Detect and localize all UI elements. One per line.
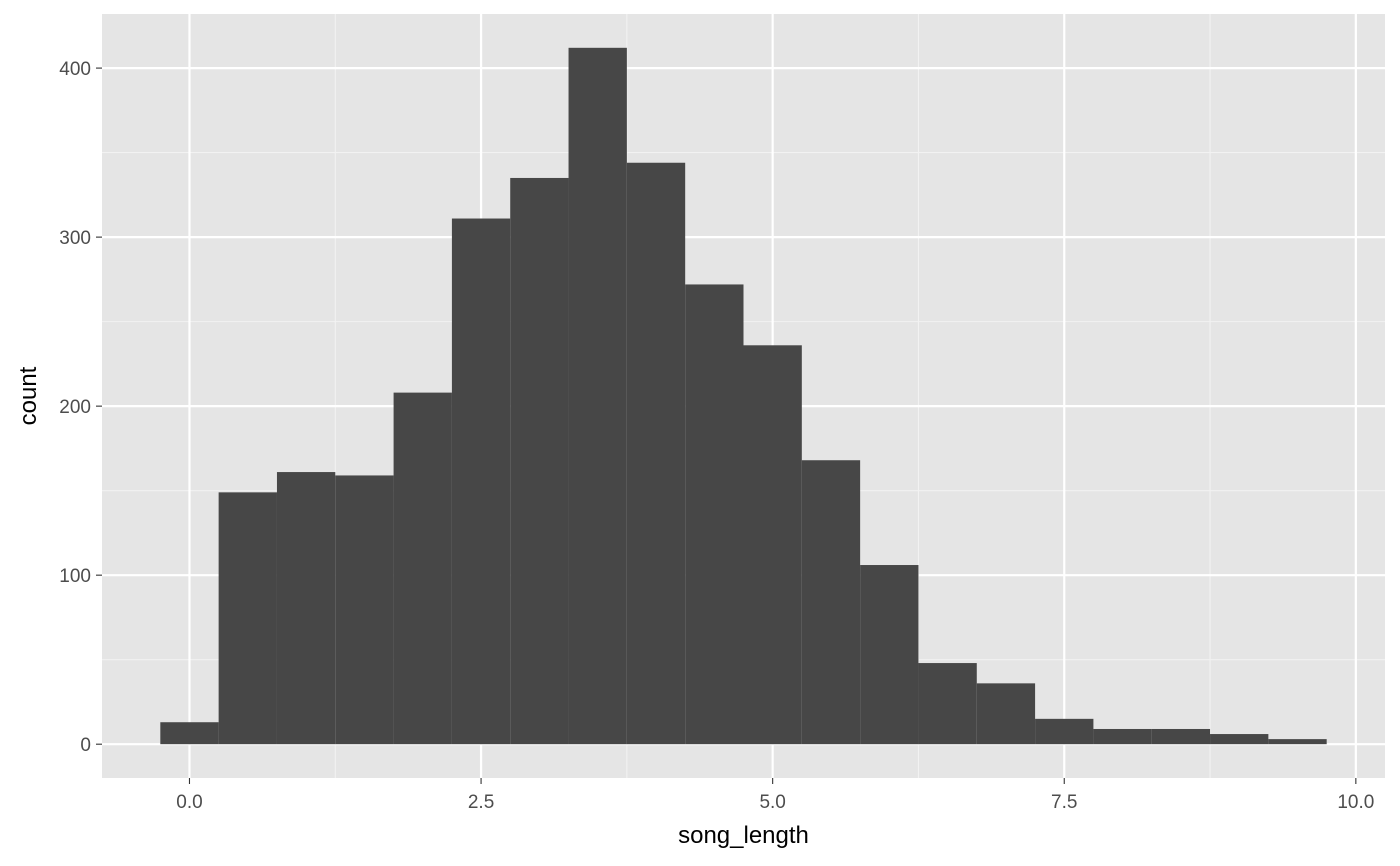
histogram-bar bbox=[451, 218, 511, 745]
x-tick-label: 0.0 bbox=[176, 792, 202, 813]
histogram-bar bbox=[743, 345, 802, 745]
histogram-bar bbox=[160, 722, 219, 745]
histogram-bar bbox=[685, 284, 744, 745]
histogram-bar bbox=[510, 177, 569, 745]
histogram-bars bbox=[160, 47, 1327, 745]
histogram-bar bbox=[626, 162, 686, 745]
y-tick-label: 400 bbox=[59, 59, 91, 80]
x-axis-title: song_length bbox=[678, 822, 809, 849]
histogram-bar bbox=[335, 475, 394, 745]
histogram-bar bbox=[1035, 718, 1094, 745]
histogram-bar bbox=[1210, 734, 1269, 745]
y-tick-label: 0 bbox=[80, 735, 91, 756]
histogram-bar bbox=[393, 392, 452, 745]
histogram-bar bbox=[860, 565, 919, 745]
x-axis-ticks: 0.0 2.5 5.0 7.5 10.0 bbox=[176, 778, 1374, 813]
histogram-bar bbox=[218, 492, 277, 745]
y-axis-ticks: 0 100 200 300 400 bbox=[59, 59, 102, 756]
histogram-bar bbox=[801, 460, 861, 745]
y-axis-title: count bbox=[15, 366, 42, 425]
x-tick-label: 10.0 bbox=[1337, 792, 1374, 813]
histogram-bar bbox=[276, 472, 336, 745]
x-tick-label: 5.0 bbox=[759, 792, 785, 813]
y-tick-label: 200 bbox=[59, 397, 91, 418]
y-tick-label: 300 bbox=[59, 228, 91, 249]
histogram-bar bbox=[568, 47, 627, 745]
histogram-bar bbox=[918, 663, 977, 745]
histogram-bar bbox=[1151, 728, 1211, 745]
histogram-bar bbox=[976, 683, 1036, 745]
x-tick-label: 7.5 bbox=[1051, 792, 1077, 813]
y-tick-label: 100 bbox=[59, 566, 91, 587]
histogram-bar bbox=[1093, 728, 1152, 745]
histogram-bar bbox=[1268, 739, 1327, 745]
x-tick-label: 2.5 bbox=[468, 792, 494, 813]
